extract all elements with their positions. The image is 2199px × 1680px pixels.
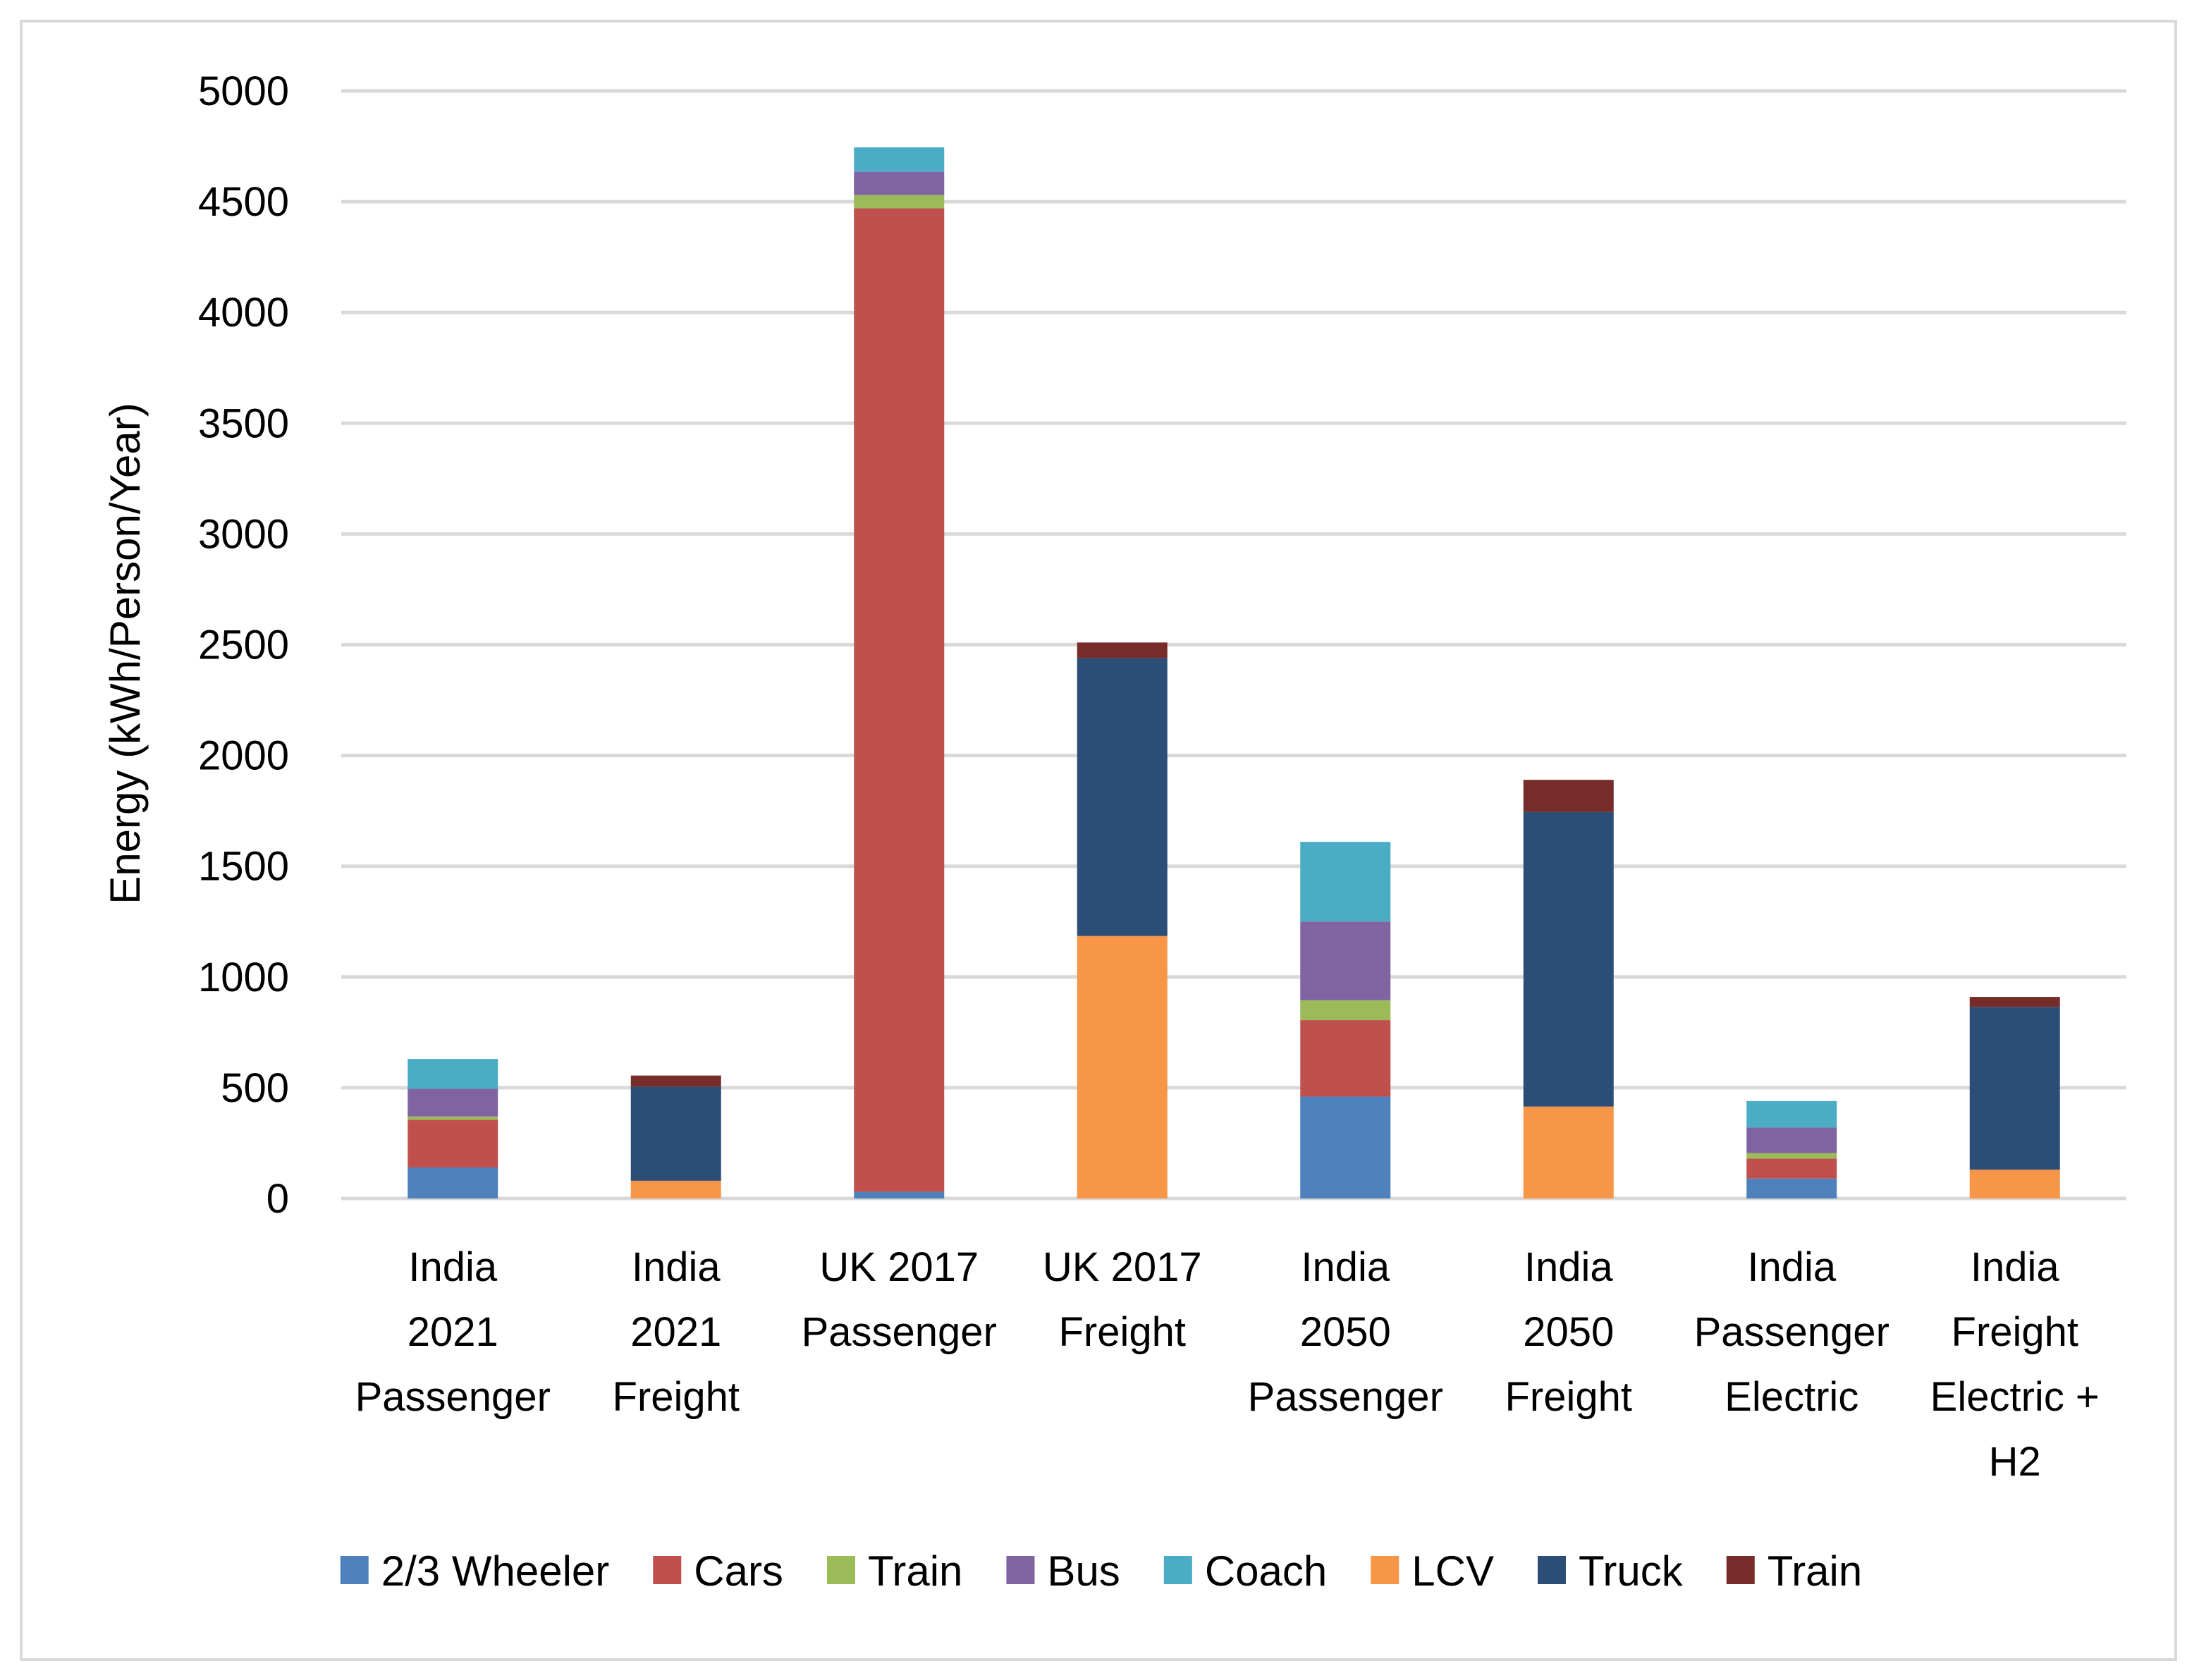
- x-category-label: Freight: [1058, 1309, 1186, 1355]
- x-category-label: Passenger: [1248, 1374, 1443, 1420]
- x-category-label: Freight: [1951, 1309, 2078, 1355]
- chart-frame: 0 500 1000 1500 2000 2500 3000 3500 4000 4500 5000…: [20, 20, 2177, 1661]
- y-tick-label: 4000: [198, 290, 289, 336]
- x-category-label: India: [1747, 1244, 1837, 1290]
- x-category-label: UK 2017: [819, 1244, 979, 1290]
- bar-segment: [1746, 1100, 1837, 1128]
- bar-segment: [854, 195, 945, 209]
- x-category-label: Electric +: [1930, 1374, 2100, 1420]
- y-tick-label: 5000: [198, 68, 289, 114]
- legend-swatch: [1371, 1556, 1399, 1584]
- x-category-label: Freight: [612, 1374, 740, 1420]
- bar-segment: [1969, 1007, 2060, 1170]
- y-tick-label: 0: [267, 1176, 289, 1222]
- x-category-label: India: [1301, 1244, 1390, 1290]
- bar-segment: [854, 171, 945, 195]
- legend-swatch: [1726, 1556, 1755, 1584]
- legend-label: Bus: [1047, 1547, 1120, 1595]
- bar-segment: [1746, 1127, 1837, 1153]
- y-axis-ticks: 0 500 1000 1500 2000 2500 3000 3500 4000 4500 5000: [198, 68, 289, 1222]
- bar-segment: [1300, 1096, 1391, 1198]
- bar-segment: [1523, 780, 1614, 812]
- bars: [408, 147, 2060, 1198]
- legend-swatch: [826, 1556, 855, 1584]
- bar-segment: [630, 1075, 721, 1087]
- legend-swatch: [1006, 1556, 1035, 1584]
- bar-segment: [408, 1167, 498, 1198]
- legend-label: LCV: [1411, 1547, 1494, 1595]
- bar-segment: [1746, 1178, 1837, 1198]
- x-category-label: 2050: [1523, 1309, 1614, 1355]
- legend: 2/3 Wheeler Cars Train Bus Coach LCV Truck Trai…: [340, 1547, 1862, 1595]
- y-tick-label: 2500: [198, 623, 289, 668]
- bar-segment: [1300, 842, 1391, 922]
- y-tick-label: 3500: [198, 400, 289, 446]
- y-tick-label: 2000: [198, 733, 289, 779]
- y-tick-label: 4500: [198, 179, 289, 225]
- bar-segment: [1523, 811, 1614, 1107]
- x-category-label: India: [1524, 1244, 1614, 1290]
- x-category-label: India: [1971, 1244, 2060, 1290]
- y-tick-label: 1500: [198, 844, 289, 890]
- x-category-label: 2021: [408, 1309, 498, 1355]
- bar-segment: [1077, 642, 1168, 658]
- legend-label: 2/3 Wheeler: [381, 1547, 610, 1595]
- bar-segment: [1300, 1020, 1391, 1097]
- x-category-label: India: [632, 1244, 721, 1290]
- bar-segment: [408, 1116, 498, 1120]
- bar-segment: [1969, 1170, 2060, 1198]
- legend-label: Truck: [1579, 1547, 1684, 1595]
- legend-swatch: [1163, 1556, 1192, 1584]
- x-category-label: Electric: [1725, 1374, 1858, 1420]
- x-category-label: UK 2017: [1043, 1244, 1202, 1290]
- bar-segment: [1746, 1153, 1837, 1159]
- legend-label: Coach: [1205, 1547, 1327, 1595]
- bar-segment: [630, 1180, 721, 1198]
- bar-segment: [1077, 936, 1168, 1198]
- x-category-label: Freight: [1505, 1374, 1632, 1420]
- y-tick-label: 3000: [198, 511, 289, 557]
- x-category-label: H2: [1989, 1439, 2041, 1485]
- bar-segment: [854, 1191, 945, 1198]
- legend-label: Train: [1768, 1547, 1862, 1595]
- x-category-label: 2021: [630, 1309, 721, 1355]
- bar-segment: [1523, 1106, 1614, 1198]
- legend-swatch: [340, 1556, 369, 1584]
- chart-svg: 0 500 1000 1500 2000 2500 3000 3500 4000 4500 5000…: [102, 68, 2126, 1595]
- bar-segment: [408, 1089, 498, 1117]
- bar-segment: [1077, 658, 1168, 936]
- y-tick-label: 500: [221, 1065, 289, 1111]
- bar-segment: [854, 208, 945, 1192]
- bar-segment: [1969, 997, 2060, 1007]
- x-category-label: 2050: [1300, 1309, 1391, 1355]
- legend-label: Train: [868, 1547, 962, 1595]
- y-tick-label: 1000: [198, 955, 289, 1000]
- legend-label: Cars: [694, 1547, 783, 1595]
- bar-segment: [1300, 921, 1391, 1000]
- bar-segment: [408, 1059, 498, 1089]
- x-category-label: Passenger: [355, 1374, 551, 1420]
- bar-segment: [1746, 1158, 1837, 1179]
- bar-segment: [408, 1120, 498, 1168]
- y-axis-title: Energy (kWh/Person/Year): [102, 403, 149, 904]
- x-category-label: Passenger: [802, 1309, 997, 1355]
- x-category-label: India: [408, 1244, 498, 1290]
- gridlines: [341, 89, 2126, 1201]
- x-axis-categories: India 2021 Passenger India 2021 Freight UK 201…: [355, 1244, 2100, 1485]
- legend-swatch: [653, 1556, 682, 1584]
- bar-segment: [630, 1086, 721, 1181]
- legend-swatch: [1537, 1556, 1566, 1584]
- bar-segment: [1300, 1000, 1391, 1021]
- x-category-label: Passenger: [1694, 1309, 1889, 1355]
- bar-segment: [854, 147, 945, 172]
